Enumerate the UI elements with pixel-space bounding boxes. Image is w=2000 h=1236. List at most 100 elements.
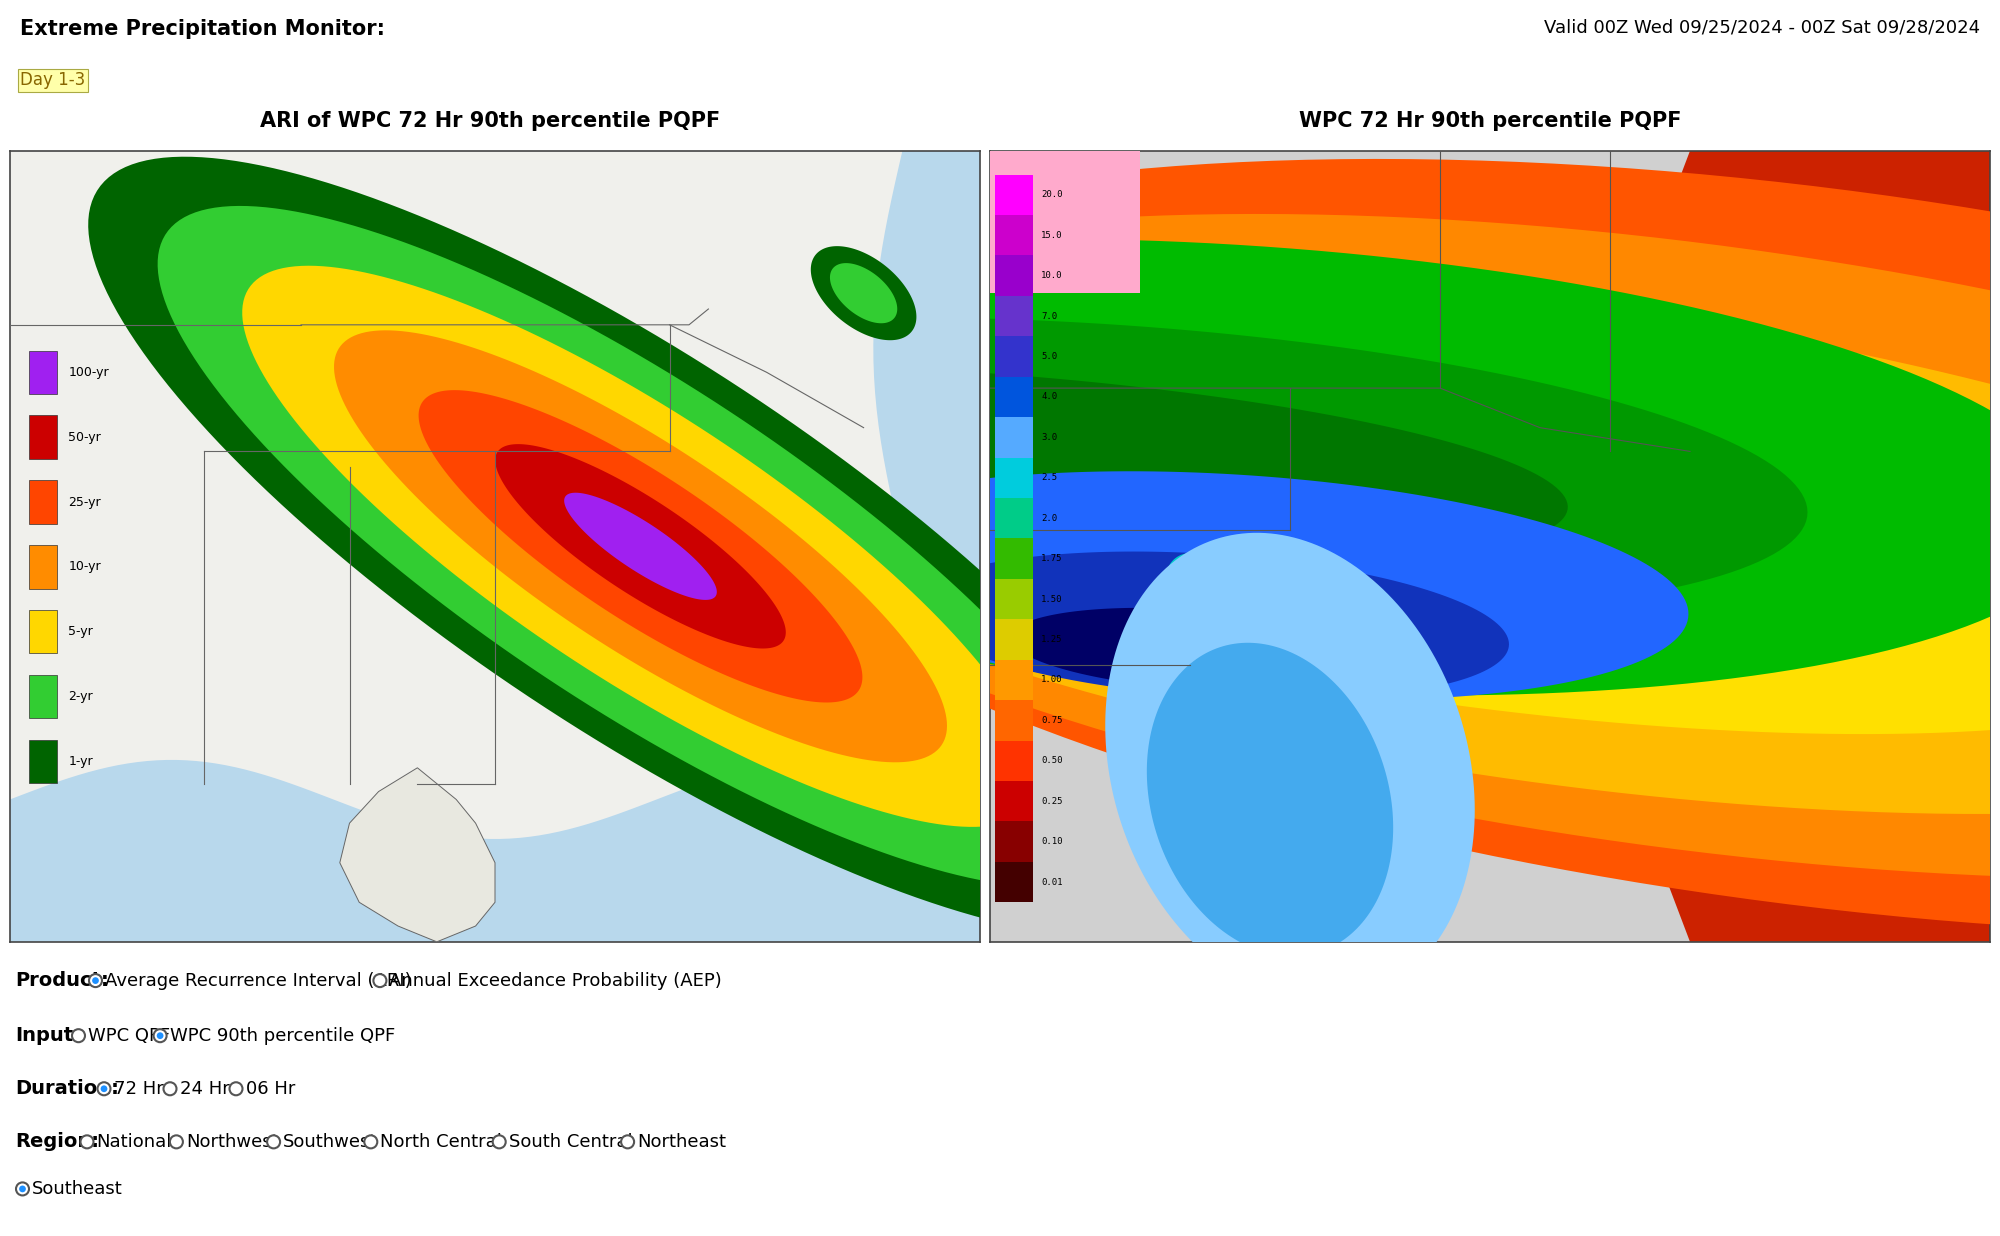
Text: 100-yr: 100-yr (68, 366, 108, 378)
Circle shape (622, 1136, 634, 1148)
Polygon shape (242, 266, 1038, 827)
Text: 06 Hr: 06 Hr (246, 1080, 294, 1098)
Circle shape (100, 1085, 108, 1093)
Circle shape (80, 1136, 94, 1148)
Circle shape (98, 1083, 110, 1095)
Text: 1.00: 1.00 (1040, 675, 1062, 685)
Polygon shape (10, 760, 980, 942)
Text: 4.0: 4.0 (1040, 392, 1058, 402)
Polygon shape (1106, 533, 1474, 1002)
Polygon shape (418, 391, 862, 702)
Circle shape (170, 1136, 182, 1148)
Bar (996, 781, 1032, 822)
Polygon shape (810, 246, 916, 340)
Text: Input:: Input: (16, 1026, 80, 1046)
Text: 7.0: 7.0 (1040, 311, 1058, 320)
Text: 0.10: 0.10 (1040, 837, 1062, 847)
Bar (30, 351, 56, 394)
Polygon shape (1540, 151, 1990, 942)
Text: 2.5: 2.5 (1040, 473, 1058, 482)
Text: Extreme Precipitation Monitor:: Extreme Precipitation Monitor: (20, 19, 384, 38)
Bar (996, 861, 1032, 902)
Polygon shape (158, 206, 1124, 886)
Bar (996, 660, 1032, 700)
Bar (30, 545, 56, 588)
Text: 15.0: 15.0 (1040, 231, 1062, 240)
Bar (996, 377, 1032, 417)
Circle shape (492, 1136, 506, 1148)
Circle shape (230, 1083, 242, 1095)
Text: 5.0: 5.0 (1040, 352, 1058, 361)
Bar (996, 498, 1032, 539)
Text: 2-yr: 2-yr (68, 690, 92, 703)
Bar (996, 539, 1032, 578)
Polygon shape (564, 493, 716, 599)
Bar (996, 578, 1032, 619)
Text: North Central: North Central (380, 1133, 502, 1151)
Circle shape (92, 978, 98, 984)
Circle shape (364, 1136, 378, 1148)
Text: 0.75: 0.75 (1040, 716, 1062, 724)
Bar (996, 295, 1032, 336)
Polygon shape (340, 768, 496, 942)
Text: 10-yr: 10-yr (68, 560, 100, 574)
Text: 25-yr: 25-yr (68, 496, 100, 508)
Text: Southeast: Southeast (32, 1180, 122, 1198)
Circle shape (16, 1183, 28, 1195)
Bar (996, 256, 1032, 295)
Polygon shape (634, 278, 2000, 815)
Polygon shape (1164, 552, 1356, 777)
Text: WPC 72 Hr 90th percentile PQPF: WPC 72 Hr 90th percentile PQPF (1298, 111, 1682, 131)
Bar (30, 739, 56, 784)
Bar (30, 611, 56, 654)
Polygon shape (1192, 611, 1308, 750)
Circle shape (154, 1030, 166, 1042)
Polygon shape (1146, 643, 1394, 957)
Bar (996, 215, 1032, 256)
Circle shape (156, 1032, 164, 1039)
Text: Northwest: Northwest (186, 1133, 278, 1151)
Text: 3.0: 3.0 (1040, 433, 1058, 441)
Polygon shape (874, 151, 980, 942)
Text: South Central: South Central (508, 1133, 632, 1151)
Text: 1.75: 1.75 (1040, 554, 1062, 564)
Bar (996, 822, 1032, 861)
Text: Duration:: Duration: (16, 1079, 118, 1099)
Circle shape (72, 1030, 84, 1042)
Bar (996, 336, 1032, 377)
Text: 10.0: 10.0 (1040, 271, 1062, 281)
Polygon shape (392, 239, 2000, 696)
Text: 1.25: 1.25 (1040, 635, 1062, 644)
Text: Region:: Region: (16, 1132, 100, 1152)
Polygon shape (912, 551, 1508, 700)
Bar (30, 675, 56, 718)
Bar (996, 740, 1032, 781)
Text: 0.50: 0.50 (1040, 756, 1062, 765)
Polygon shape (830, 263, 898, 324)
Polygon shape (626, 159, 2000, 933)
Text: WPC QPF: WPC QPF (88, 1027, 170, 1044)
Text: Day 1-3: Day 1-3 (20, 72, 86, 89)
Circle shape (268, 1136, 280, 1148)
Text: 5-yr: 5-yr (68, 625, 92, 638)
Circle shape (374, 974, 386, 988)
Bar (990, 151, 1140, 293)
Text: Valid 00Z Wed 09/25/2024 - 00Z Sat 09/28/2024: Valid 00Z Wed 09/25/2024 - 00Z Sat 09/28… (1544, 19, 1980, 37)
Circle shape (164, 1083, 176, 1095)
Text: Product:: Product: (16, 971, 108, 990)
Circle shape (88, 974, 102, 988)
Circle shape (20, 1185, 26, 1193)
Text: Northeast: Northeast (638, 1133, 726, 1151)
Polygon shape (412, 318, 1808, 617)
Text: ARI of WPC 72 Hr 90th percentile PQPF: ARI of WPC 72 Hr 90th percentile PQPF (260, 111, 720, 131)
Polygon shape (334, 330, 946, 763)
Text: National: National (96, 1133, 172, 1151)
Text: Southwest: Southwest (284, 1133, 378, 1151)
Text: Average Recurrence Interval (ARI): Average Recurrence Interval (ARI) (104, 971, 412, 990)
Bar (996, 700, 1032, 740)
Bar (996, 174, 1032, 215)
Text: Annual Exceedance Probability (AEP): Annual Exceedance Probability (AEP) (390, 971, 722, 990)
Text: 0.01: 0.01 (1040, 878, 1062, 886)
Bar (30, 481, 56, 524)
Text: 0.25: 0.25 (1040, 797, 1062, 806)
